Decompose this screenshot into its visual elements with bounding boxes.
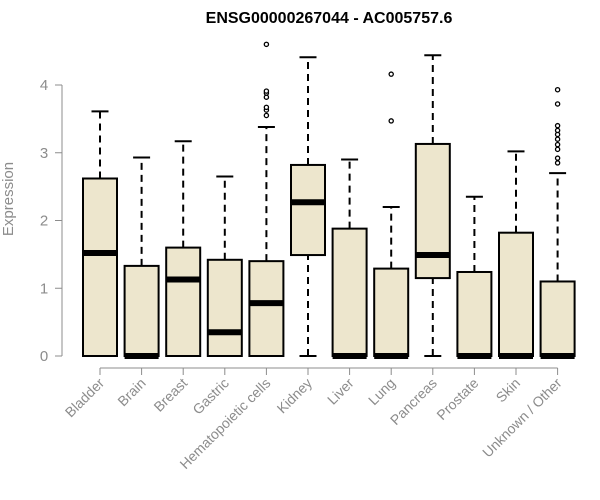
y-tick-label: 3 [40, 145, 48, 162]
box-group [206, 175, 243, 358]
box-group [331, 158, 368, 359]
y-tick-label: 1 [40, 280, 48, 297]
iqr-box [290, 163, 326, 257]
x-tick-label: Skin [493, 375, 524, 406]
iqr-box [82, 177, 118, 357]
outlier-point [554, 160, 561, 166]
box-group [539, 86, 576, 359]
iqr-box [373, 267, 410, 358]
box-group [290, 56, 326, 357]
outlier-point [388, 118, 394, 124]
x-tick-label: Liver [324, 375, 357, 408]
outlier-point [388, 71, 394, 77]
box-group [498, 150, 534, 359]
x-tick-label: Lung [365, 375, 398, 408]
box-group [123, 156, 160, 359]
outlier-point [554, 122, 561, 129]
y-tick-label: 2 [40, 213, 48, 230]
box-group [82, 110, 118, 357]
outlier-point [554, 101, 561, 107]
y-axis-label: Expression [0, 162, 17, 236]
outlier-point [554, 155, 561, 161]
box-group [373, 71, 410, 359]
box-group [248, 41, 285, 357]
x-tick-label: Bladder [62, 375, 108, 421]
iqr-box [206, 258, 243, 358]
box-group [414, 54, 451, 357]
outlier-point [554, 86, 561, 93]
x-tick-label: Brain [114, 375, 148, 409]
chart-title: ENSG00000267044 - AC005757.6 [206, 10, 453, 27]
outlier-point [263, 112, 270, 119]
iqr-box [498, 231, 534, 358]
box-group [165, 140, 202, 358]
outlier-point [263, 41, 270, 48]
iqr-box [165, 246, 202, 358]
iqr-box [539, 280, 576, 358]
boxes-layer [82, 41, 576, 359]
y-tick-label: 4 [40, 77, 48, 94]
iqr-box [123, 264, 160, 357]
y-axis: 0 1 2 3 4 [40, 77, 63, 365]
iqr-box [248, 260, 285, 357]
x-tick-label: Unknown / Other [479, 375, 565, 461]
iqr-box [331, 227, 368, 358]
outlier-point [263, 104, 270, 111]
outlier-point [554, 127, 561, 134]
y-tick-label: 0 [40, 348, 48, 365]
outlier-point [554, 136, 561, 142]
x-tick-label: Breast [150, 375, 190, 415]
x-tick-label: Kidney [274, 375, 316, 417]
outlier-point [263, 88, 270, 94]
x-tick-label: Prostate [433, 375, 481, 423]
iqr-box [456, 270, 493, 357]
box-group [456, 195, 493, 359]
outlier-point [554, 146, 561, 153]
outlier-point [554, 141, 561, 148]
